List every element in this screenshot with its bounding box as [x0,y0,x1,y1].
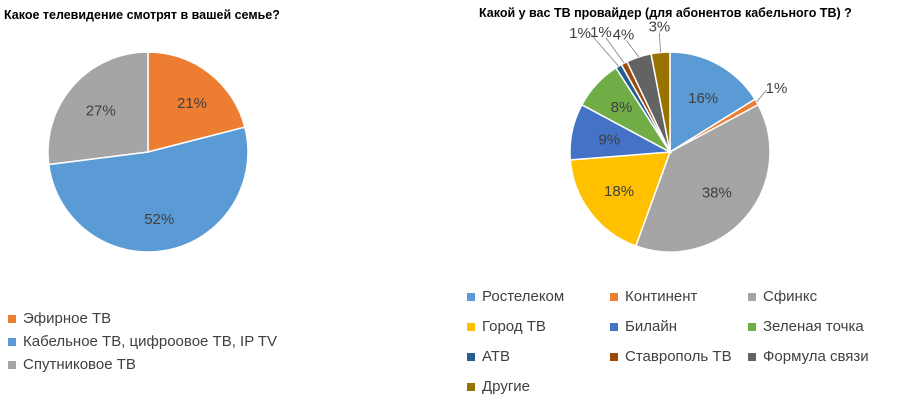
legend-swatch [748,352,756,361]
legend-item-1-1: Кабельное ТВ, цифроовое ТВ, IP TV [8,333,277,350]
legend-label: АТВ [482,348,511,365]
legend-swatch [610,322,618,331]
legend-swatch [467,382,475,391]
data-label-1-0: 21% [177,95,207,112]
legend-item-1-0: Эфирное ТВ [8,310,111,327]
legend-label: Город ТВ [482,318,546,335]
legend-item-2-6: АТВ [467,348,510,365]
legend-label: Кабельное ТВ, цифроовое ТВ, IP TV [23,333,278,350]
data-label-1-1: 52% [144,211,174,228]
slice-2-0 [669,51,757,154]
data-label-1-2: 27% [86,102,116,119]
legend-swatch [610,292,618,301]
legend-item-2-2: Сфинкс [748,288,817,305]
data-label-2-6: 1% [569,25,591,42]
legend-swatch [8,337,16,346]
legend-item-2-8: Формула связи [748,348,869,365]
legend-label: Континент [625,288,698,305]
chart1-title: Какое телевидение смотрят в вашей семье? [4,8,280,22]
legend-item-2-5: Зеленая точка [748,318,864,335]
data-label-2-5: 8% [611,99,633,116]
legend-label: Ставрополь ТВ [625,348,732,365]
legend-item-2-3: Город ТВ [467,318,546,335]
slice-2-3 [569,151,672,247]
legend-swatch [467,322,475,331]
chart2-title: Какой у вас ТВ провайдер (для абонентов … [479,6,852,20]
legend-swatch [748,322,756,331]
slice-2-2 [634,103,771,253]
legend-label: Билайн [625,318,677,335]
legend-item-2-7: Ставрополь ТВ [610,348,732,365]
leader-line-2-8 [626,40,640,58]
data-label-2-3: 18% [604,183,634,200]
slice-1-0 [147,51,246,153]
leader-line-2-1 [756,89,767,103]
legend-label: Зеленая точка [763,318,864,335]
leader-line-2-9 [659,32,661,53]
legend-label: Формула связи [763,348,869,365]
legend-label: Эфирное ТВ [23,310,112,327]
legend-swatch [467,292,475,301]
legend-label: Сфинкс [763,288,818,305]
data-label-2-0: 16% [688,90,718,107]
slice-1-2 [47,51,149,166]
legend-item-2-1: Континент [610,288,697,305]
leader-line-2-7 [605,37,625,64]
data-label-2-2: 38% [702,185,732,202]
legend-swatch [748,292,756,301]
data-label-2-4: 9% [598,131,620,148]
data-label-2-9: 3% [649,19,671,36]
legend-swatch [8,360,16,369]
leader-line-2-6 [587,30,619,67]
legend-label: Спутниковое ТВ [23,356,136,373]
legend-item-1-2: Спутниковое ТВ [8,356,136,373]
legend-label: Ростелеком [482,288,565,305]
legend-item-2-4: Билайн [610,318,677,335]
data-label-2-8: 4% [613,26,635,43]
data-label-2-1: 1% [766,80,788,97]
legend-swatch [8,314,16,323]
legend-item-2-9: Другие [467,378,530,395]
legend-item-2-0: Ростелеком [467,288,564,305]
legend-label: Другие [482,378,531,395]
legend-swatch [610,352,618,361]
data-label-2-7: 1% [590,24,612,41]
legend-swatch [467,352,475,361]
